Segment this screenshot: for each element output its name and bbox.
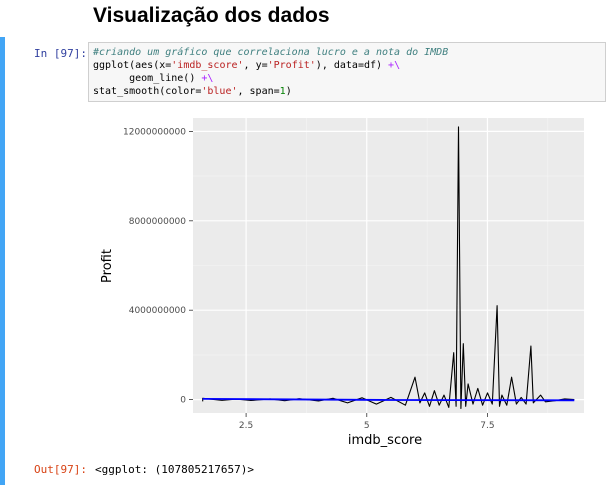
y-tick-label: 0 — [180, 396, 186, 406]
code-string: 'imdb_score' — [171, 60, 244, 71]
y-tick-label: 4000000000 — [129, 306, 187, 316]
code-token: , span= — [237, 86, 280, 97]
y-tick-label: 12000000000 — [123, 127, 186, 137]
output-text: <ggplot: (107805217657)> — [95, 463, 254, 476]
code-token: stat_smooth(color= — [93, 86, 202, 97]
code-operator: +\ — [201, 73, 214, 84]
y-axis-label: Profit — [100, 249, 115, 283]
x-tick-label: 5 — [364, 421, 370, 431]
code-string: 'Profit' — [267, 60, 316, 71]
code-token: ) — [285, 86, 292, 97]
code-comment: #criando um gráfico que correlaciona luc… — [93, 47, 449, 58]
cell-selection-bar[interactable] — [0, 37, 5, 485]
data-series — [202, 126, 575, 410]
x-tick-label: 7.5 — [480, 421, 494, 431]
code-token: ggplot(aes(x= — [93, 60, 172, 71]
code-token: geom_line() — [93, 73, 202, 84]
code-number: 1 — [279, 86, 286, 97]
smooth-line — [202, 398, 575, 402]
y-tick-label: 8000000000 — [129, 217, 187, 227]
code-token: ), data=df) — [315, 60, 389, 71]
section-heading: Visualização dos dados — [93, 4, 330, 27]
axes: 2.5 5 7.5 0 4000000000 8000000000 12000000000 — [123, 127, 495, 431]
x-tick-label: 2.5 — [239, 421, 253, 431]
input-prompt: In [97]: — [34, 47, 87, 60]
x-axis-label: imdb_score — [348, 433, 422, 448]
code-token: , y= — [243, 60, 268, 71]
code-operator: +\ — [388, 60, 401, 71]
code-input-area[interactable]: #criando um gráfico que correlaciona luc… — [88, 42, 606, 102]
output-prompt: Out[97]: — [34, 463, 87, 476]
code-string: 'blue' — [201, 86, 238, 97]
